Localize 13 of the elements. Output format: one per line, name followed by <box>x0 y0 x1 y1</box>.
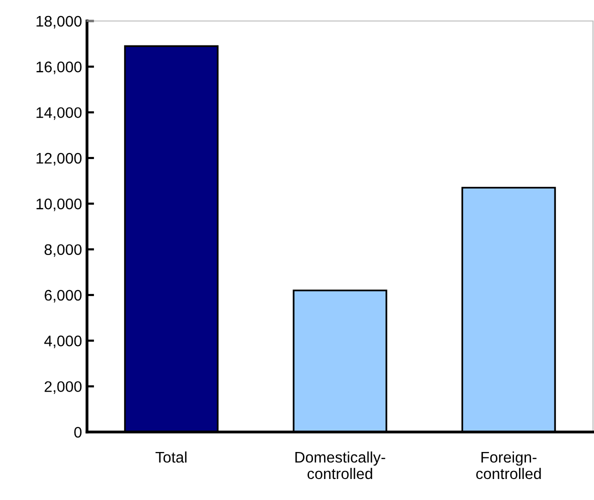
y-tick-label: 6,000 <box>44 290 82 302</box>
y-tick-label: 12,000 <box>36 152 82 166</box>
y-tick-label: 18,000 <box>36 16 82 28</box>
y-tick-label: 4,000 <box>44 336 82 348</box>
y-tick-label: 10,000 <box>36 198 82 212</box>
y-tick-label: 0 <box>74 426 82 438</box>
x-tick-label: Domestically- controlled <box>295 451 386 480</box>
x-tick-label: Foreign- controlled <box>476 451 541 480</box>
y-tick-label: 14,000 <box>36 107 82 120</box>
y-tick-label: 16,000 <box>36 62 82 74</box>
y-tick-label: 2,000 <box>44 381 82 394</box>
y-tick-label: 8,000 <box>44 244 82 257</box>
x-tick-label: Total <box>156 451 186 463</box>
